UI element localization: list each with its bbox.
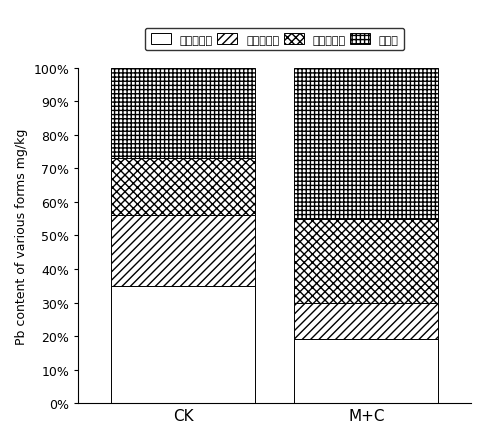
Bar [111, 286, 255, 403]
Legend: 酸可提取态, 铁锰结合态, 有机结合态, 残渣态: 酸可提取态, 铁锰结合态, 有机结合态, 残渣态 [145, 28, 404, 51]
Bar [111, 216, 255, 286]
Bar [295, 339, 438, 403]
Y-axis label: Pb content of various forms mg/kg: Pb content of various forms mg/kg [15, 128, 28, 344]
Bar [111, 159, 255, 216]
Bar [295, 69, 438, 219]
Bar [111, 69, 255, 159]
Bar [295, 219, 438, 303]
Bar [295, 303, 438, 339]
